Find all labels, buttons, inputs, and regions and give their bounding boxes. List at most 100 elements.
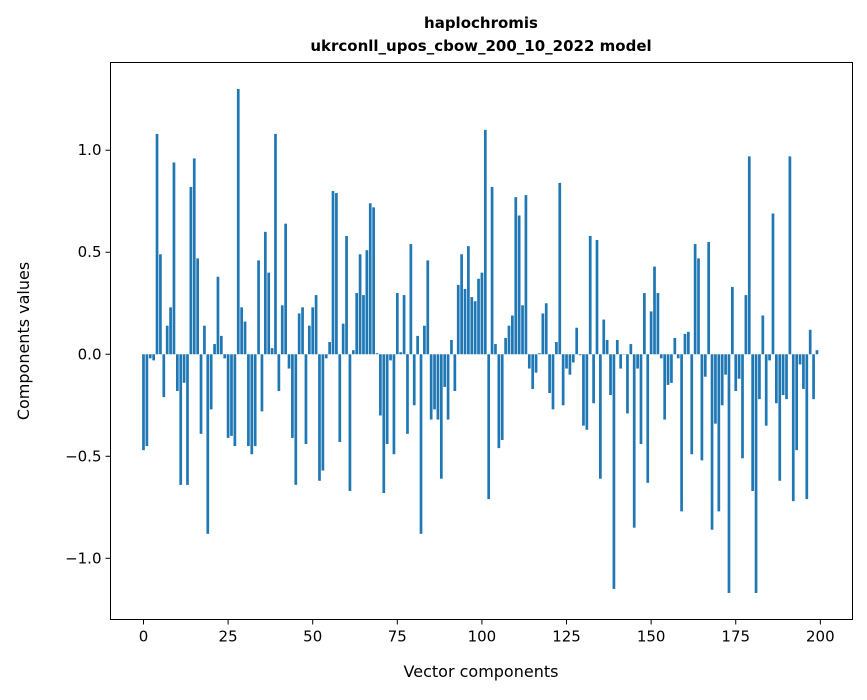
- bar-3: [152, 354, 155, 360]
- bar-37: [267, 273, 270, 355]
- bar-190: [785, 354, 788, 399]
- bar-36: [264, 232, 267, 354]
- bar-159: [680, 354, 683, 511]
- bar-117: [538, 353, 541, 354]
- x-tick-label: 125: [552, 628, 581, 646]
- bar-100: [481, 273, 484, 355]
- bar-53: [322, 354, 325, 470]
- bar-138: [609, 354, 612, 395]
- bar-157: [673, 338, 676, 354]
- bar-140: [616, 340, 619, 354]
- chart-title-line-2: ukrconll_upos_cbow_200_10_2022 model: [310, 37, 651, 55]
- bar-132: [589, 236, 592, 354]
- bar-1: [146, 354, 149, 446]
- bar-41: [281, 305, 284, 354]
- bar-187: [775, 354, 778, 403]
- bar-28: [237, 89, 240, 354]
- bar-148: [643, 293, 646, 354]
- bar-151: [653, 267, 656, 355]
- bar-163: [694, 244, 697, 354]
- y-tick-label: −0.5: [65, 447, 101, 465]
- bar-195: [802, 354, 805, 389]
- bar-71: [382, 354, 385, 493]
- bar-133: [592, 354, 595, 403]
- x-tick-label: 50: [303, 628, 322, 646]
- bar-193: [795, 354, 798, 450]
- bar-65: [362, 295, 365, 354]
- bar-33: [254, 354, 257, 446]
- bar-178: [745, 295, 748, 354]
- bar-155: [667, 354, 670, 385]
- x-tick-label: 150: [637, 628, 666, 646]
- x-tick-label: 175: [721, 628, 750, 646]
- bar-67: [369, 203, 372, 354]
- bar-177: [741, 354, 744, 458]
- bar-2: [149, 354, 152, 358]
- x-axis-label: Vector components: [404, 662, 559, 681]
- bar-26: [230, 354, 233, 436]
- bar-19: [206, 354, 209, 534]
- bar-20: [210, 354, 213, 409]
- bar-32: [250, 354, 253, 454]
- y-tick-label: 1.0: [78, 141, 102, 159]
- bar-145: [633, 354, 636, 527]
- bar-14: [190, 187, 193, 354]
- bar-164: [697, 258, 700, 354]
- bar-91: [450, 340, 453, 354]
- bar-9: [173, 162, 176, 354]
- y-tick-label: 0.0: [78, 345, 102, 363]
- bar-134: [596, 240, 599, 354]
- bar-96: [467, 246, 470, 354]
- bar-115: [531, 354, 534, 389]
- bar-107: [504, 338, 507, 354]
- bar-60: [345, 236, 348, 354]
- bar-12: [183, 354, 186, 383]
- bar-160: [684, 334, 687, 354]
- bar-61: [349, 354, 352, 491]
- y-tick-label: −1.0: [65, 549, 101, 567]
- bar-189: [782, 354, 785, 395]
- bar-126: [569, 354, 572, 374]
- bar-80: [413, 354, 416, 405]
- bar-39: [274, 134, 277, 354]
- bar-122: [555, 342, 558, 354]
- bar-4: [156, 134, 159, 354]
- bar-75: [396, 293, 399, 354]
- bar-62: [352, 350, 355, 354]
- bar-152: [657, 293, 660, 354]
- bar-74: [393, 354, 396, 454]
- bar-136: [602, 320, 605, 355]
- bar-97: [470, 297, 473, 354]
- bar-105: [497, 354, 500, 448]
- bar-13: [186, 354, 189, 485]
- bar-153: [660, 354, 663, 358]
- bar-49: [308, 326, 311, 355]
- bar-79: [409, 244, 412, 354]
- bar-87: [437, 354, 440, 419]
- bar-102: [487, 354, 490, 499]
- bar-114: [528, 354, 531, 368]
- bar-17: [200, 354, 203, 434]
- bar-106: [501, 354, 504, 440]
- bar-194: [799, 354, 802, 364]
- bar-52: [318, 354, 321, 480]
- bar-101: [484, 130, 487, 354]
- bar-196: [805, 354, 808, 499]
- bar-78: [406, 354, 409, 434]
- bar-70: [379, 354, 382, 415]
- bar-92: [453, 354, 456, 391]
- bar-47: [301, 307, 304, 354]
- x-tick-label: 200: [806, 628, 835, 646]
- bar-45: [294, 354, 297, 485]
- bar-30: [244, 322, 247, 355]
- bar-154: [663, 354, 666, 419]
- bar-56: [332, 191, 335, 354]
- bar-112: [521, 305, 524, 354]
- bar-118: [541, 313, 544, 354]
- x-tick-label: 100: [468, 628, 497, 646]
- bar-21: [213, 344, 216, 354]
- bar-169: [714, 354, 717, 423]
- bar-110: [514, 197, 517, 354]
- bar-54: [325, 354, 328, 358]
